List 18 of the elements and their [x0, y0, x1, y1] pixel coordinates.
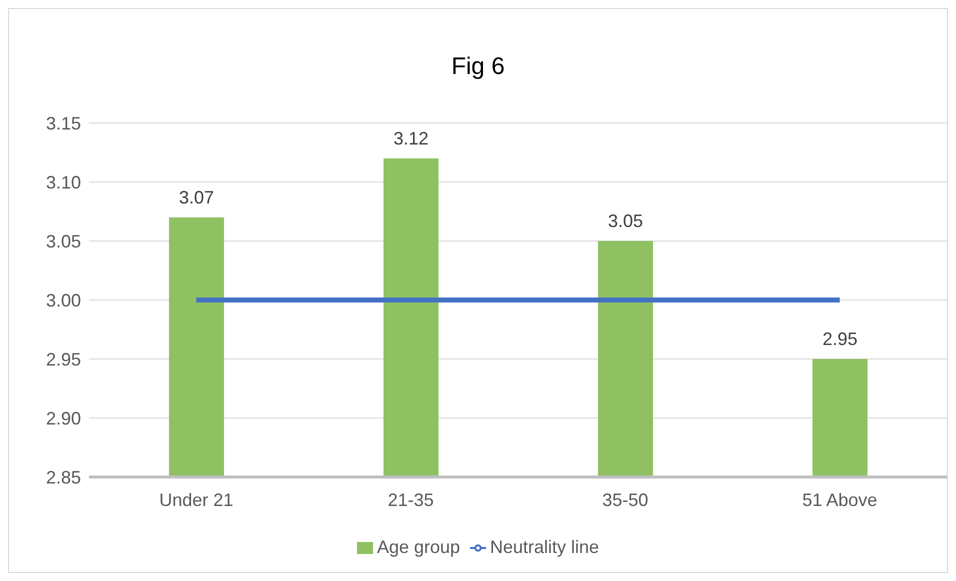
data-label: 3.05: [608, 211, 644, 231]
data-label: 2.95: [822, 329, 858, 349]
y-tick-label: 3.00: [46, 290, 81, 310]
data-label: 3.07: [178, 187, 214, 208]
x-tick-label: 35-50: [602, 490, 648, 510]
y-tick-label: 2.90: [46, 408, 81, 428]
chart-title: Fig 6: [450, 53, 506, 82]
x-tick-label: 21-35: [388, 490, 434, 510]
data-label: 3.12: [393, 128, 429, 148]
y-tick-label: 2.95: [46, 349, 81, 370]
y-tick-label: 3.15: [46, 113, 81, 134]
x-tick-label: 51 Above: [802, 490, 878, 510]
x-tick-label: Under 21: [159, 490, 234, 510]
legend-label: Neutrality line: [490, 537, 600, 557]
y-tick-label: 3.10: [46, 172, 81, 192]
y-tick-label: 2.85: [46, 467, 81, 488]
legend-label: Age group: [376, 537, 460, 557]
y-tick-label: 3.05: [46, 231, 81, 252]
